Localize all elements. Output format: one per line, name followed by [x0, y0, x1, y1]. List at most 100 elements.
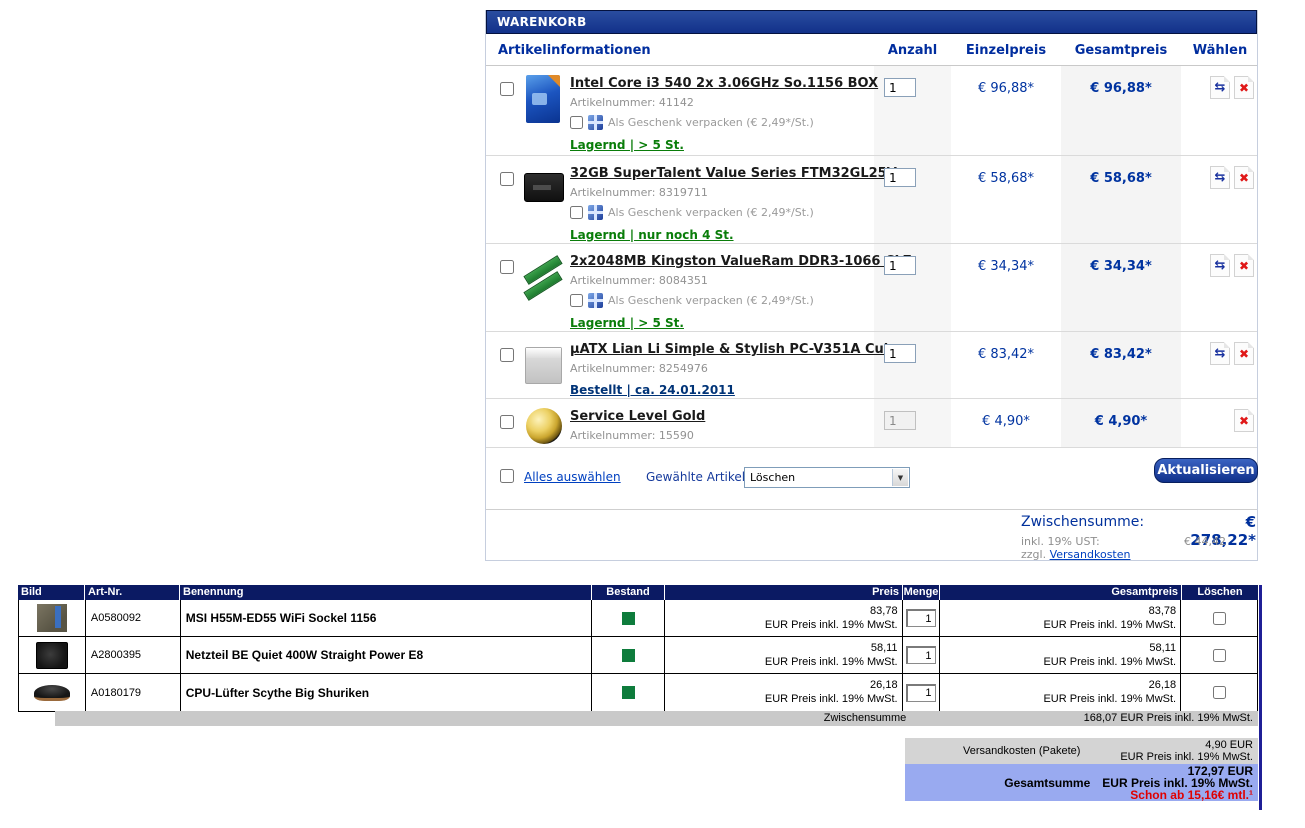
- select-all-link[interactable]: Alles auswählen: [524, 470, 621, 484]
- delete-item-icon[interactable]: ✖: [1234, 76, 1254, 99]
- product-title-link[interactable]: µATX Lian Li Simple & Stylish PC-V351A C…: [570, 342, 902, 357]
- price-note: EUR Preis inkl. 19% MwSt.: [1043, 619, 1177, 631]
- product-image-case[interactable]: [522, 341, 566, 391]
- select-all-checkbox[interactable]: [500, 469, 514, 483]
- warenkorb-title: WARENKORB: [497, 15, 587, 29]
- swap-item-icon[interactable]: ⇆: [1210, 166, 1230, 189]
- quantity-input[interactable]: [884, 78, 916, 97]
- price-note: EUR Preis inkl. 19% MwSt.: [1043, 693, 1177, 705]
- art-nr-cell: A2800395: [86, 637, 181, 673]
- qty-cell: [903, 600, 940, 636]
- gift-wrap-checkbox[interactable]: [570, 116, 583, 129]
- stock-status-link[interactable]: Lagernd | > 5 St.: [570, 138, 684, 152]
- swap-item-icon[interactable]: ⇆: [1210, 254, 1230, 277]
- swap-glyph: ⇆: [1214, 346, 1226, 361]
- delete-item-icon[interactable]: ✖: [1234, 254, 1254, 277]
- product-image-psu[interactable]: [19, 637, 86, 673]
- total-price: € 96,88*: [1090, 81, 1152, 96]
- total-value: 26,18: [1148, 679, 1177, 691]
- col-einzelpreis: Einzelpreis: [965, 43, 1047, 58]
- cooler-art: [33, 684, 70, 701]
- product-image-ram[interactable]: [522, 253, 566, 303]
- stock-status-link[interactable]: Lagernd | nur noch 4 St.: [570, 228, 734, 242]
- update-cart-button[interactable]: Aktualisieren: [1154, 458, 1258, 483]
- delete-checkbox[interactable]: [1212, 648, 1226, 662]
- product-image-intel-box[interactable]: [522, 75, 566, 125]
- product-info: 32GB SuperTalent Value Series FTM32GL25V…: [570, 166, 897, 242]
- vat-label: inkl. 19% UST:: [1021, 535, 1100, 548]
- delete-cell: [1181, 637, 1257, 673]
- select-item-checkbox[interactable]: [500, 172, 514, 186]
- gift-wrap-checkbox[interactable]: [570, 206, 583, 219]
- product-title-link[interactable]: 32GB SuperTalent Value Series FTM32GL25V: [570, 166, 897, 181]
- order-table-body: A0580092 MSI H55M-ED55 WiFi Sockel 1156 …: [18, 600, 1258, 712]
- product-info: µATX Lian Li Simple & Stylish PC-V351A C…: [570, 342, 902, 397]
- delete-cell: [1181, 674, 1257, 711]
- shipping-note: zzgl. Versandkosten: [1021, 548, 1130, 561]
- selected-articles-action-select[interactable]: Löschen ▼: [744, 467, 910, 488]
- subtotal-value: € 278,22*: [1190, 513, 1256, 549]
- col-menge: Menge: [903, 585, 940, 600]
- swap-item-icon[interactable]: ⇆: [1210, 342, 1230, 365]
- shipping-value: 4,90 EUR EUR Preis inkl. 19% MwSt.: [1120, 739, 1253, 763]
- delete-item-icon[interactable]: ✖: [1234, 342, 1254, 365]
- quantity-input[interactable]: [905, 646, 936, 664]
- product-image-ssd[interactable]: [522, 165, 566, 215]
- price-cell: 26,18 EUR Preis inkl. 19% MwSt.: [665, 674, 903, 711]
- price-cell: 58,11 EUR Preis inkl. 19% MwSt.: [665, 637, 903, 673]
- table-right-border: [1259, 585, 1262, 810]
- delete-checkbox[interactable]: [1212, 611, 1226, 625]
- cart-row-service-level-gold: Service Level Gold Artikelnummer: 15590 …: [486, 399, 1257, 448]
- total-value: 58,11: [1149, 642, 1177, 654]
- product-info: Service Level Gold Artikelnummer: 15590: [570, 409, 870, 442]
- delete-checkbox[interactable]: [1212, 686, 1226, 699]
- quantity-input[interactable]: [884, 344, 916, 363]
- stock-status-link[interactable]: Lagernd | > 5 St.: [570, 316, 684, 330]
- mainboard-art: [36, 604, 67, 632]
- price-value: 58,11: [870, 642, 898, 654]
- table-row-bequiet-psu: A2800395 Netzteil BE Quiet 400W Straight…: [19, 637, 1257, 674]
- stock-cell: [592, 674, 665, 711]
- in-stock-indicator: [621, 686, 635, 699]
- product-image-cpu-cooler[interactable]: [19, 674, 86, 711]
- swap-item-icon[interactable]: ⇆: [1210, 76, 1230, 99]
- shipping-costs-link[interactable]: Versandkosten: [1049, 548, 1131, 561]
- delete-glyph: ✖: [1238, 80, 1250, 95]
- delete-item-icon[interactable]: ✖: [1234, 166, 1254, 189]
- gift-wrap-checkbox[interactable]: [570, 294, 583, 307]
- select-item-checkbox[interactable]: [500, 260, 514, 274]
- price-cell: 83,78 EUR Preis inkl. 19% MwSt.: [665, 600, 903, 636]
- quantity-input[interactable]: [884, 168, 916, 187]
- grand-total-label: Gesamtsumme: [1004, 776, 1091, 790]
- grand-total-note: EUR Preis inkl. 19% MwSt.: [1102, 776, 1253, 790]
- product-title-link[interactable]: Intel Core i3 540 2x 3.06GHz So.1156 BOX: [570, 76, 879, 91]
- product-image-mainboard[interactable]: [19, 600, 86, 636]
- qty-column-bg: [874, 332, 951, 398]
- quantity-input[interactable]: [905, 683, 936, 702]
- select-item-checkbox[interactable]: [500, 82, 514, 96]
- product-image-gold-coin[interactable]: [522, 404, 566, 454]
- total-column-bg: [1061, 244, 1181, 331]
- table-row-scythe-cooler: A0180179 CPU-Lüfter Scythe Big Shuriken …: [19, 674, 1257, 711]
- product-title-link[interactable]: 2x2048MB Kingston ValueRam DDR3-1066 CL7: [570, 254, 912, 269]
- coin-art: [526, 408, 562, 444]
- financing-offer: Schon ab 15,16€ mtl.¹: [1130, 788, 1253, 802]
- product-title-link[interactable]: Service Level Gold: [570, 409, 706, 424]
- select-item-checkbox[interactable]: [500, 348, 514, 362]
- intel-box-art: [526, 75, 560, 123]
- select-item-checkbox[interactable]: [500, 415, 514, 429]
- quantity-input[interactable]: [884, 256, 916, 275]
- update-cart-label: Aktualisieren: [1157, 463, 1255, 478]
- stock-status-link[interactable]: Bestellt | ca. 24.01.2011: [570, 383, 735, 397]
- delete-item-icon[interactable]: ✖: [1234, 409, 1254, 432]
- quantity-input[interactable]: [905, 609, 936, 627]
- total-value: 83,78: [1148, 605, 1177, 617]
- chevron-down-icon: ▼: [892, 469, 908, 486]
- order-table-header: Bild Art-Nr. Benennung Bestand Preis Men…: [18, 585, 1258, 600]
- total-price: € 83,42*: [1090, 347, 1152, 362]
- unit-price: € 4,90*: [982, 414, 1030, 429]
- cart-column-header: Artikelinformationen Anzahl Einzelpreis …: [486, 34, 1257, 66]
- gift-wrap-option: Als Geschenk verpacken (€ 2,49*/St.): [570, 115, 870, 130]
- price-note: EUR Preis inkl. 19% MwSt.: [1043, 656, 1177, 668]
- product-name-cell: MSI H55M-ED55 WiFi Sockel 1156: [181, 600, 593, 636]
